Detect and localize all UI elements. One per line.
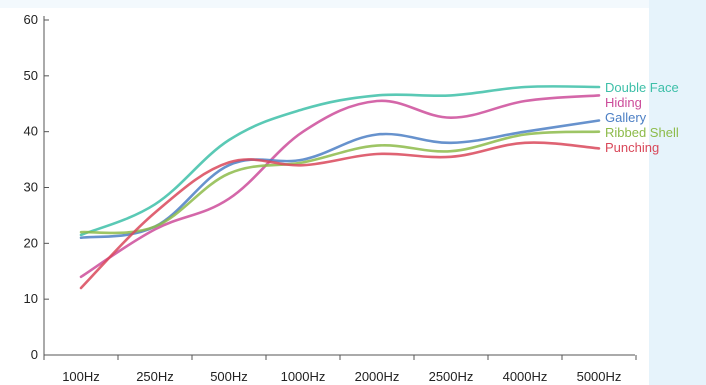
x-tick-label: 250Hz xyxy=(136,369,174,384)
x-tick-label: 1000Hz xyxy=(281,369,326,384)
x-tick-label: 100Hz xyxy=(62,369,100,384)
legend-label-hiding: Hiding xyxy=(605,95,642,110)
y-tick-label: 20 xyxy=(24,235,38,250)
y-tick-label: 60 xyxy=(24,12,38,27)
legend-label-ribbed-shell: Ribbed Shell xyxy=(605,125,679,140)
legend-label-double-face: Double Face xyxy=(605,80,679,95)
y-tick-label: 0 xyxy=(31,347,38,362)
legend-label-gallery: Gallery xyxy=(605,110,647,125)
side-panel xyxy=(649,0,706,385)
x-tick-label: 2500Hz xyxy=(429,369,474,384)
x-tick-label: 4000Hz xyxy=(503,369,548,384)
series-line-double-face xyxy=(79,85,601,237)
y-tick-label: 30 xyxy=(24,180,38,195)
y-tick-label: 50 xyxy=(24,68,38,83)
series-line-punching xyxy=(79,141,601,290)
x-tick-label: 5000Hz xyxy=(577,369,622,384)
y-tick-label: 40 xyxy=(24,124,38,139)
top-band xyxy=(0,0,649,8)
series-line-ribbed-shell xyxy=(79,130,601,235)
x-tick-label: 500Hz xyxy=(210,369,248,384)
series-line-hiding xyxy=(79,94,601,279)
y-tick-label: 10 xyxy=(24,291,38,306)
x-tick-label: 2000Hz xyxy=(355,369,400,384)
series-line-gallery xyxy=(79,119,601,240)
legend-label-punching: Punching xyxy=(605,140,659,155)
